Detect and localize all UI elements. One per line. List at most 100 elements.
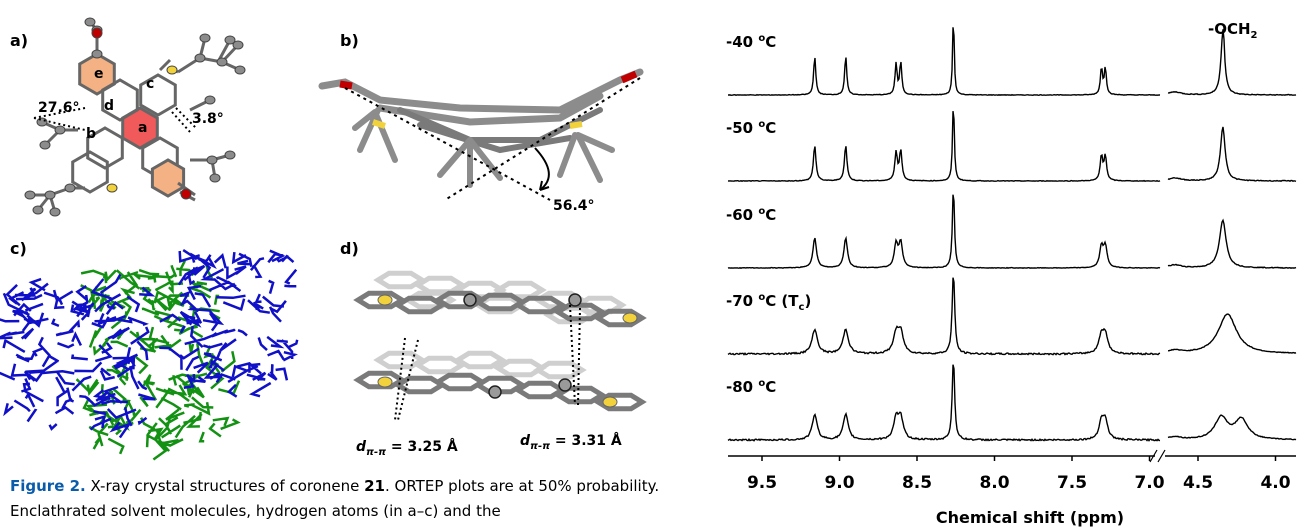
ring bbox=[538, 363, 582, 376]
panel-b-structure bbox=[322, 72, 640, 200]
ring bbox=[458, 353, 502, 366]
x-tick-label: 9.5 bbox=[747, 473, 777, 493]
spectrum-trace bbox=[728, 111, 1160, 181]
atom bbox=[55, 126, 65, 134]
spectrum-trace bbox=[728, 195, 1160, 269]
rest: C bbox=[765, 206, 776, 224]
ring-lower-e bbox=[152, 160, 183, 196]
atom bbox=[25, 191, 35, 199]
atom-ellipsoid bbox=[569, 294, 581, 306]
main: -OCH bbox=[1208, 20, 1251, 38]
atom bbox=[225, 36, 235, 44]
atom bbox=[235, 66, 245, 74]
panel-c-packing bbox=[0, 250, 297, 459]
rest: C bbox=[765, 119, 776, 137]
atom bbox=[210, 174, 220, 182]
panel-d-dimer bbox=[358, 273, 642, 420]
atom bbox=[65, 184, 75, 192]
temperature-label: -40 oC bbox=[726, 33, 776, 51]
panel-label: a) bbox=[10, 31, 28, 50]
atom bbox=[217, 58, 227, 66]
angle-label: 3.8° bbox=[192, 111, 224, 127]
page: { "panels": { "a": {"label": "a)", "angl… bbox=[0, 0, 1298, 530]
rest: ) bbox=[804, 292, 811, 310]
rest: C bbox=[765, 33, 776, 51]
figure: -40 oC -50 oC -60 oC -70 oC (Tc) -80 oC 9.5 9.… bbox=[0, 0, 1298, 530]
atom bbox=[33, 206, 43, 214]
oxygen bbox=[181, 189, 191, 199]
x-tick-label: 8.0 bbox=[979, 473, 1009, 493]
atom bbox=[50, 208, 60, 216]
spectrum-trace bbox=[1168, 220, 1296, 268]
sulfur bbox=[107, 184, 117, 192]
temperature-label: -80 oC bbox=[726, 378, 776, 396]
spectrum-trace bbox=[728, 365, 1160, 441]
oxygen bbox=[92, 28, 102, 38]
value: = 3.31 Å bbox=[550, 432, 622, 449]
panel-label: c) bbox=[10, 239, 27, 258]
ring-label: a bbox=[138, 120, 147, 136]
sulfur bbox=[603, 397, 617, 407]
x-axis-title: Chemical shift (ppm) bbox=[936, 508, 1124, 527]
atom-ellipsoid bbox=[489, 386, 501, 398]
main: -60 bbox=[726, 206, 758, 224]
rest: C bbox=[765, 378, 776, 396]
spectrum-trace bbox=[1168, 127, 1296, 181]
atom bbox=[45, 191, 55, 199]
distance-label: dπ-π = 3.25 Å bbox=[356, 438, 458, 458]
x-tick-label: 8.5 bbox=[902, 473, 932, 493]
x-tick-label: 4.5 bbox=[1183, 473, 1213, 493]
spectrum-trace bbox=[1168, 29, 1296, 95]
main: -70 bbox=[726, 292, 758, 310]
x-tick-label: 7.0 bbox=[1134, 473, 1164, 493]
sulfur bbox=[623, 313, 637, 323]
nmr-panel: -40 oC -50 oC -60 oC -70 oC (Tc) -80 oC 9.5 9.… bbox=[726, 27, 1296, 493]
sulfur bbox=[378, 295, 392, 305]
angle-label: 56.4° bbox=[553, 198, 595, 214]
subscript: π-π bbox=[366, 447, 386, 458]
main: -80 bbox=[726, 378, 758, 396]
atom bbox=[40, 141, 50, 149]
sulfur bbox=[167, 66, 177, 74]
atom bbox=[85, 18, 95, 26]
atom-ellipsoid bbox=[559, 379, 571, 391]
ring bbox=[438, 375, 482, 388]
x-tick-label: 4.0 bbox=[1260, 473, 1290, 493]
panel-label: d) bbox=[340, 239, 359, 258]
atom bbox=[205, 96, 215, 104]
molecule bbox=[0, 275, 155, 438]
distance-label: dπ-π = 3.31 Å bbox=[520, 432, 622, 452]
atom bbox=[225, 151, 235, 159]
ring bbox=[498, 361, 542, 374]
panel-label: b) bbox=[340, 31, 359, 50]
x-tick-label: 9.0 bbox=[824, 473, 854, 493]
x-tick-label: 7.5 bbox=[1057, 473, 1087, 493]
rest: C (T bbox=[765, 292, 799, 310]
figure-caption: Figure 2. X-ray crystal structures of co… bbox=[10, 474, 700, 524]
temperature-label: -50 oC bbox=[726, 119, 776, 137]
sulfur-bond bbox=[570, 124, 582, 126]
angle-label: 27.6° bbox=[38, 100, 80, 116]
peak-label: -OCH2 bbox=[1208, 20, 1258, 41]
spectrum-trace bbox=[1168, 415, 1296, 440]
atom bbox=[37, 118, 47, 126]
temperature-label: -60 oC bbox=[726, 206, 776, 224]
subscript: 2 bbox=[1251, 30, 1258, 41]
compound-number: 21 bbox=[364, 477, 385, 495]
ring-label: b bbox=[86, 126, 96, 142]
spectrum-trace bbox=[1168, 314, 1296, 353]
temperature-label: -70 oC (Tc) bbox=[726, 292, 811, 313]
atom bbox=[207, 156, 217, 164]
sulfur bbox=[378, 377, 392, 387]
ring-label: d bbox=[104, 98, 114, 114]
ring-label: e bbox=[94, 66, 104, 82]
caption-label: Figure 2. bbox=[10, 477, 86, 495]
caption-text: X-ray crystal structures of coronene bbox=[86, 477, 364, 495]
atom bbox=[92, 50, 102, 58]
atom-ellipsoid bbox=[464, 294, 476, 306]
oxygen-bond bbox=[340, 84, 352, 86]
atom bbox=[200, 34, 210, 42]
atom bbox=[195, 54, 205, 62]
main: -50 bbox=[726, 119, 758, 137]
main: -40 bbox=[726, 33, 758, 51]
